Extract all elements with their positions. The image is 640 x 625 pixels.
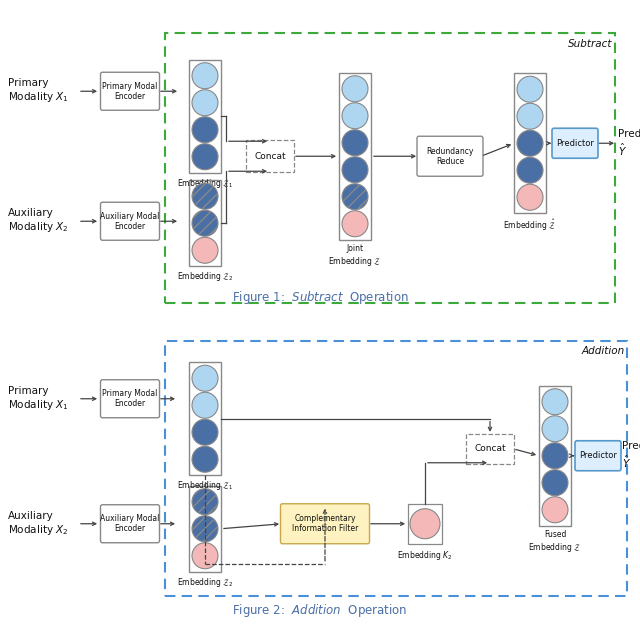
Circle shape — [517, 130, 543, 156]
Text: Embedding $K_2$: Embedding $K_2$ — [397, 549, 452, 562]
Circle shape — [342, 102, 368, 129]
Text: Complementary
Information Filter: Complementary Information Filter — [292, 514, 358, 534]
Text: Auxiliary
Modality $X_2$: Auxiliary Modality $X_2$ — [8, 511, 68, 537]
Circle shape — [192, 90, 218, 116]
Text: Predictor: Predictor — [556, 139, 594, 148]
FancyBboxPatch shape — [466, 434, 514, 464]
FancyBboxPatch shape — [552, 128, 598, 158]
FancyBboxPatch shape — [246, 140, 294, 172]
Circle shape — [517, 158, 543, 183]
Circle shape — [192, 117, 218, 142]
Text: Embedding $\mathcal{Z}_2$: Embedding $\mathcal{Z}_2$ — [177, 576, 233, 589]
Circle shape — [542, 442, 568, 469]
Circle shape — [410, 509, 440, 539]
Circle shape — [192, 419, 218, 445]
Bar — [339, 72, 371, 240]
Text: Prediction
$\hat{Y}$: Prediction $\hat{Y}$ — [618, 129, 640, 158]
Bar — [514, 73, 546, 213]
FancyBboxPatch shape — [100, 505, 159, 542]
Text: Primary Modal
Encoder: Primary Modal Encoder — [102, 389, 157, 409]
FancyBboxPatch shape — [575, 441, 621, 471]
Text: Concat: Concat — [254, 152, 286, 161]
Circle shape — [517, 103, 543, 129]
Circle shape — [192, 183, 218, 209]
Text: Concat: Concat — [474, 444, 506, 453]
Text: Auxiliary
Modality $X_2$: Auxiliary Modality $X_2$ — [8, 208, 68, 234]
Bar — [189, 362, 221, 475]
Text: Auxiliary Modal
Encoder: Auxiliary Modal Encoder — [100, 514, 160, 534]
Circle shape — [192, 516, 218, 542]
Bar — [165, 33, 615, 303]
Text: Joint
Embedding $\mathcal{Z}$: Joint Embedding $\mathcal{Z}$ — [328, 244, 381, 268]
Circle shape — [342, 157, 368, 182]
Circle shape — [517, 184, 543, 210]
Bar — [189, 60, 221, 172]
Text: Primary
Modality $X_1$: Primary Modality $X_1$ — [8, 78, 68, 104]
Bar — [189, 180, 221, 266]
FancyBboxPatch shape — [100, 72, 159, 110]
Circle shape — [517, 76, 543, 102]
Text: Figure 1:  $\it{Subtract}$  Operation: Figure 1: $\it{Subtract}$ Operation — [232, 289, 408, 306]
Circle shape — [192, 446, 218, 472]
Bar — [539, 386, 571, 526]
Circle shape — [342, 76, 368, 102]
Text: Addition: Addition — [582, 346, 625, 356]
Text: Auxiliary Modal
Encoder: Auxiliary Modal Encoder — [100, 211, 160, 231]
Circle shape — [192, 392, 218, 418]
Text: Redundancy
Reduce: Redundancy Reduce — [426, 146, 474, 166]
Circle shape — [192, 62, 218, 89]
Text: Fused
Embedding $\mathcal{Z}$: Fused Embedding $\mathcal{Z}$ — [529, 530, 582, 554]
Text: Primary Modal
Encoder: Primary Modal Encoder — [102, 81, 157, 101]
Circle shape — [192, 489, 218, 515]
Circle shape — [192, 542, 218, 569]
Circle shape — [192, 210, 218, 236]
FancyBboxPatch shape — [280, 504, 369, 544]
Circle shape — [342, 211, 368, 237]
Circle shape — [342, 184, 368, 210]
Text: Embedding $\mathcal{Z}_1$: Embedding $\mathcal{Z}_1$ — [177, 177, 233, 190]
Circle shape — [192, 365, 218, 391]
FancyBboxPatch shape — [417, 136, 483, 176]
Circle shape — [542, 497, 568, 522]
Text: Subtract: Subtract — [568, 39, 612, 49]
Circle shape — [542, 470, 568, 496]
FancyBboxPatch shape — [100, 380, 159, 418]
Circle shape — [342, 130, 368, 156]
Text: Primary
Modality $X_1$: Primary Modality $X_1$ — [8, 386, 68, 412]
Text: Predictor: Predictor — [579, 451, 617, 460]
Text: Figure 2:  $\it{Addition}$  Operation: Figure 2: $\it{Addition}$ Operation — [232, 602, 408, 619]
Bar — [189, 486, 221, 572]
Text: Embedding $\mathcal{Z}_1$: Embedding $\mathcal{Z}_1$ — [177, 479, 233, 492]
FancyBboxPatch shape — [100, 202, 159, 240]
Circle shape — [192, 144, 218, 170]
Text: Embedding $\hat{\mathcal{Z}}$: Embedding $\hat{\mathcal{Z}}$ — [504, 217, 557, 232]
Circle shape — [542, 416, 568, 442]
Bar — [408, 504, 442, 544]
Text: Embedding $\mathcal{Z}_2$: Embedding $\mathcal{Z}_2$ — [177, 270, 233, 283]
Circle shape — [192, 238, 218, 263]
Bar — [165, 341, 627, 596]
Circle shape — [542, 389, 568, 415]
Text: Prediction
$\hat{Y}$: Prediction $\hat{Y}$ — [622, 441, 640, 471]
